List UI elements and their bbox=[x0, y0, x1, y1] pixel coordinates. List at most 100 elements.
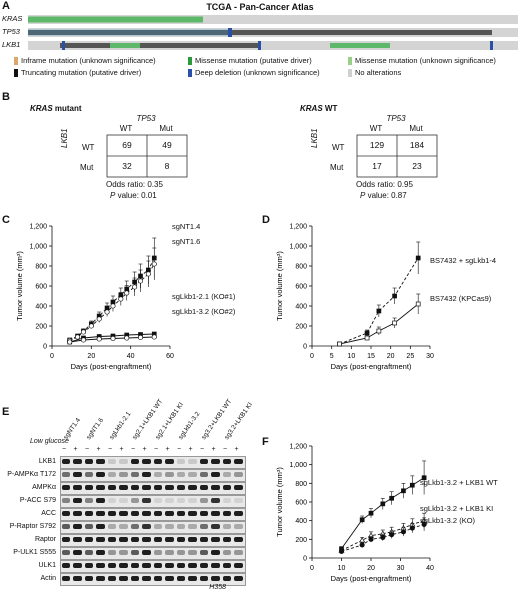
blot-band bbox=[153, 498, 162, 503]
blot-label: P-ULK1 S555 bbox=[13, 549, 56, 556]
blot-band bbox=[96, 524, 105, 529]
blot-band bbox=[142, 485, 151, 490]
blot-band bbox=[61, 550, 70, 555]
data-point bbox=[75, 334, 81, 340]
odds-ratio: Odds ratio: 0.35 bbox=[106, 180, 163, 189]
blot-band bbox=[107, 485, 116, 490]
table-grid bbox=[106, 134, 188, 178]
y-tick-label: 400 bbox=[35, 304, 47, 311]
glucose-sign: + bbox=[188, 446, 193, 453]
blot-band bbox=[61, 472, 70, 477]
cell-mut-mut: 8 bbox=[164, 161, 170, 171]
glucose-sign: − bbox=[223, 446, 228, 453]
gene-label-tp53: TP53 bbox=[2, 27, 20, 36]
panel-a-title: TCGA - Pan-Cancer Atlas bbox=[206, 2, 314, 12]
gene-label-kras: KRAS bbox=[2, 14, 23, 23]
blot-band bbox=[188, 498, 197, 503]
x-axis-label: Days (post-engraftment) bbox=[71, 362, 152, 371]
data-point bbox=[104, 309, 110, 315]
row-header-mut: Mut bbox=[80, 163, 94, 172]
table-title: KRAS mutant bbox=[30, 104, 82, 113]
legend-d-1: BS7432 + sgLkb1-4 bbox=[430, 256, 497, 265]
blot-label: ULK1 bbox=[38, 562, 56, 569]
blot-band bbox=[176, 485, 185, 490]
blot-band bbox=[222, 537, 231, 542]
blot-band bbox=[61, 537, 70, 542]
blot-band bbox=[61, 459, 70, 464]
blot-band bbox=[107, 550, 116, 555]
cell-mut-wt: 32 bbox=[122, 161, 132, 171]
blot-band bbox=[107, 511, 116, 516]
lkb1-track-deep-deletion-2 bbox=[258, 41, 261, 50]
legend-label: Deep deletion (unknown significance) bbox=[195, 68, 320, 77]
blot-band bbox=[222, 459, 231, 464]
x-axis-label: Days (post-engraftment) bbox=[331, 574, 412, 583]
data-point bbox=[132, 284, 138, 290]
data-point bbox=[400, 529, 407, 535]
legend-c-3: sgLkb1-2.1 (KO#1) bbox=[172, 292, 236, 301]
western-blot: sgNT1.4 sgNT1.6 sgLkb1-2.1 sg2.1+LKB1 WT sg2… bbox=[0, 398, 254, 594]
oncoprint-tracks bbox=[28, 15, 518, 50]
legend-item-truncating: Truncating mutation (putative driver) bbox=[14, 68, 141, 77]
blot-band bbox=[199, 511, 208, 516]
blot-band bbox=[84, 498, 93, 503]
data-point bbox=[137, 278, 144, 284]
glucose-sign: + bbox=[165, 446, 170, 453]
contingency-table-kras-mutant: KRAS mutant TP53 WT Mut LKB1 WT Mut 69 4… bbox=[30, 104, 210, 200]
blot-band bbox=[142, 550, 151, 555]
y-tick-label: 0 bbox=[43, 344, 47, 351]
blot-band bbox=[73, 472, 82, 477]
data-point bbox=[376, 328, 382, 334]
glucose-sign: − bbox=[85, 446, 90, 453]
legend-swatch bbox=[348, 56, 352, 65]
blot-band bbox=[165, 511, 174, 516]
blot-band bbox=[176, 498, 185, 503]
data-point bbox=[96, 316, 102, 322]
blot-band bbox=[176, 550, 185, 555]
data-point bbox=[401, 488, 406, 494]
p-value: P value: 0.87 bbox=[360, 191, 407, 200]
blot-band bbox=[73, 576, 82, 581]
legend-item-no-alterations: No alterations bbox=[348, 68, 401, 77]
blot-band bbox=[84, 576, 93, 581]
blot-band bbox=[153, 550, 162, 555]
blot-band bbox=[176, 524, 185, 529]
legend-swatch bbox=[188, 56, 192, 65]
row-header-mut: Mut bbox=[330, 163, 344, 172]
blot-band bbox=[199, 498, 208, 503]
blot-band bbox=[199, 537, 208, 542]
contingency-table-kras-wt: KRAS WT TP53 WT Mut LKB1 WT Mut 129 184 … bbox=[300, 104, 480, 200]
y-tick-label: 200 bbox=[295, 537, 307, 544]
kras-track-missense bbox=[28, 16, 203, 23]
blot-band bbox=[165, 459, 174, 464]
blot-band bbox=[61, 576, 70, 581]
data-point bbox=[421, 475, 427, 481]
tp53-track-deep-deletion bbox=[228, 28, 232, 37]
series-line bbox=[339, 257, 419, 345]
blot-band bbox=[142, 524, 151, 529]
x-tick-label: 10 bbox=[347, 353, 355, 360]
blot-band bbox=[188, 511, 197, 516]
blot-band bbox=[222, 472, 231, 477]
blot-band bbox=[107, 459, 116, 464]
blot-band bbox=[211, 563, 220, 568]
x-tick-label: 5 bbox=[330, 353, 334, 360]
data-point bbox=[380, 534, 386, 541]
oncoprint: KRAS TP53 LKB1 bbox=[0, 13, 520, 53]
blot-band bbox=[73, 524, 82, 529]
blot-band bbox=[153, 472, 162, 477]
blot-band bbox=[234, 576, 243, 581]
legend-label: Truncating mutation (putative driver) bbox=[21, 68, 142, 77]
x-tick-label: 20 bbox=[87, 353, 95, 360]
blot-band bbox=[130, 459, 139, 464]
legend-c-4: sgLkb1-3.2 (KO#2) bbox=[172, 307, 236, 316]
data-point bbox=[392, 320, 397, 326]
blot-band bbox=[61, 485, 70, 490]
legend-item-inframe: Inframe mutation (unknown significance) bbox=[14, 56, 156, 65]
blot-band bbox=[153, 563, 162, 568]
blot-band bbox=[142, 459, 151, 464]
data-point bbox=[96, 336, 102, 342]
blot-band bbox=[96, 459, 105, 464]
blot-band bbox=[188, 524, 197, 529]
blot-band bbox=[84, 472, 93, 477]
